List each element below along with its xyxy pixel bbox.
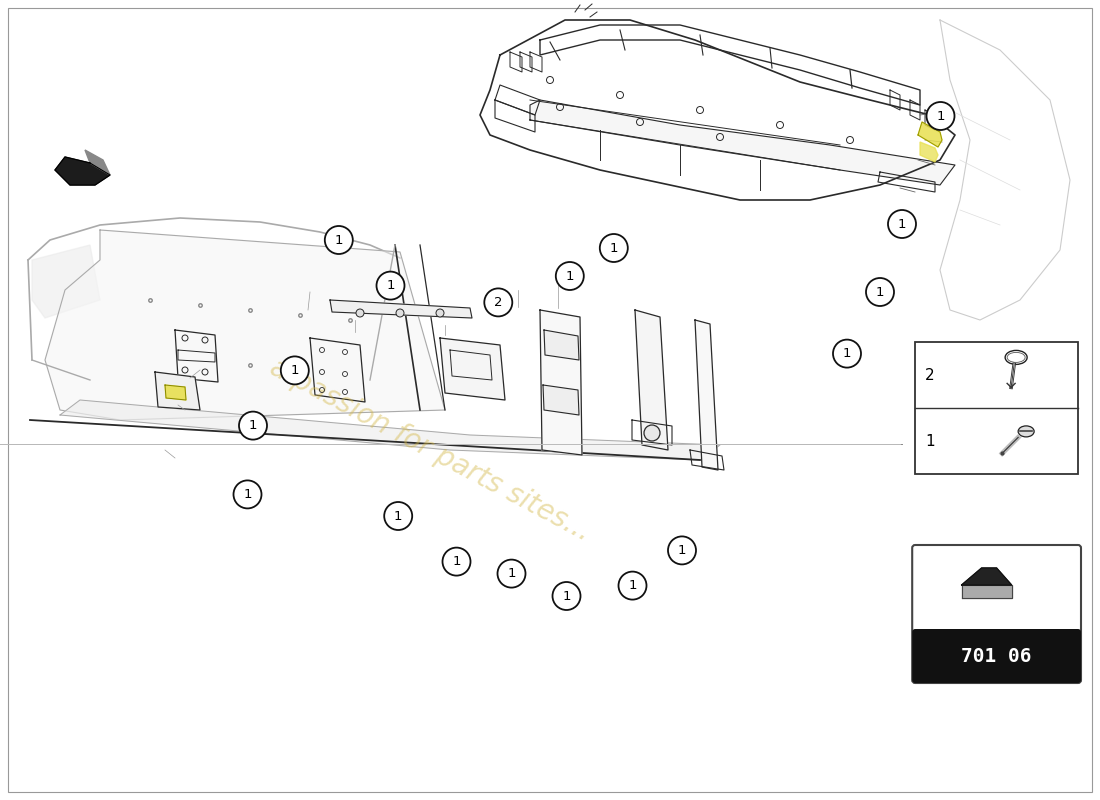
Text: 2: 2 xyxy=(925,368,935,383)
Text: 1: 1 xyxy=(936,110,945,122)
Circle shape xyxy=(556,262,584,290)
Polygon shape xyxy=(155,372,200,410)
Circle shape xyxy=(888,210,916,238)
Circle shape xyxy=(552,582,581,610)
Polygon shape xyxy=(175,330,218,382)
Circle shape xyxy=(396,309,404,317)
Polygon shape xyxy=(918,122,942,147)
Polygon shape xyxy=(961,568,1012,585)
Text: 1: 1 xyxy=(290,364,299,377)
Text: 1: 1 xyxy=(507,567,516,580)
Text: 1: 1 xyxy=(394,510,403,522)
Polygon shape xyxy=(165,385,186,400)
Circle shape xyxy=(384,502,412,530)
FancyBboxPatch shape xyxy=(912,629,1081,683)
Text: a passion for parts sites...: a passion for parts sites... xyxy=(265,354,595,546)
Circle shape xyxy=(497,560,526,587)
Circle shape xyxy=(233,480,262,509)
Text: 1: 1 xyxy=(386,279,395,292)
Ellipse shape xyxy=(1019,426,1034,437)
Polygon shape xyxy=(60,400,720,460)
Polygon shape xyxy=(530,100,955,185)
Circle shape xyxy=(324,226,353,254)
Ellipse shape xyxy=(1005,350,1027,365)
Text: 1: 1 xyxy=(925,434,935,449)
Text: 1: 1 xyxy=(609,242,618,254)
Circle shape xyxy=(484,288,513,317)
Circle shape xyxy=(644,425,660,441)
Circle shape xyxy=(668,536,696,565)
Text: 1: 1 xyxy=(243,488,252,501)
Polygon shape xyxy=(32,245,100,318)
Circle shape xyxy=(280,357,309,384)
Circle shape xyxy=(239,411,267,439)
Text: 1: 1 xyxy=(562,590,571,602)
Text: 1: 1 xyxy=(249,419,257,432)
Polygon shape xyxy=(635,310,668,450)
Circle shape xyxy=(926,102,955,130)
Circle shape xyxy=(356,309,364,317)
Polygon shape xyxy=(961,585,1012,598)
Text: 1: 1 xyxy=(628,579,637,592)
Circle shape xyxy=(600,234,628,262)
Text: 1: 1 xyxy=(334,234,343,246)
Polygon shape xyxy=(310,338,365,402)
Polygon shape xyxy=(45,230,446,420)
Text: 1: 1 xyxy=(452,555,461,568)
Polygon shape xyxy=(55,157,110,185)
Polygon shape xyxy=(440,338,505,400)
Text: 701 06: 701 06 xyxy=(961,646,1032,666)
Polygon shape xyxy=(85,150,110,175)
Text: 1: 1 xyxy=(876,286,884,298)
Bar xyxy=(915,342,1078,474)
Polygon shape xyxy=(330,300,472,318)
Text: 2: 2 xyxy=(494,296,503,309)
Text: 1: 1 xyxy=(898,218,906,230)
Text: 1: 1 xyxy=(565,270,574,282)
Text: 1: 1 xyxy=(843,347,851,360)
Polygon shape xyxy=(543,385,579,415)
Polygon shape xyxy=(920,142,938,162)
Polygon shape xyxy=(544,330,579,360)
Polygon shape xyxy=(695,320,718,470)
Circle shape xyxy=(442,547,471,576)
FancyBboxPatch shape xyxy=(912,545,1081,683)
Circle shape xyxy=(866,278,894,306)
Circle shape xyxy=(833,339,861,367)
Circle shape xyxy=(436,309,444,317)
Circle shape xyxy=(376,272,405,300)
Circle shape xyxy=(618,571,647,600)
Text: 1: 1 xyxy=(678,544,686,557)
Polygon shape xyxy=(540,310,582,455)
